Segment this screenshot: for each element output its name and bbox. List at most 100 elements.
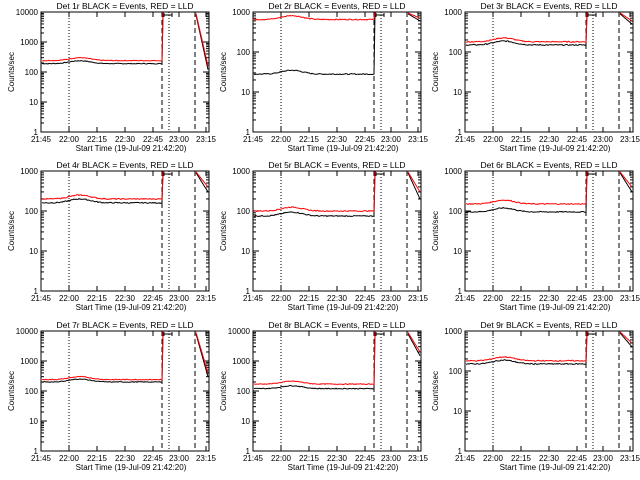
x-axis-label: Start Time (19-Jul-09 21:42:20) xyxy=(288,144,399,153)
lld-series-line xyxy=(253,171,377,213)
x-tick-label: 21:45 xyxy=(455,294,476,303)
y-tick-label: 1000 xyxy=(232,357,250,366)
plot-frame xyxy=(252,330,422,452)
y-tick-label: 1 xyxy=(34,128,39,137)
events-series-tail xyxy=(195,333,209,377)
y-tick-label: 1 xyxy=(246,447,251,456)
y-axis-label: Counts/sec xyxy=(7,52,16,92)
y-tick-label: 1000 xyxy=(232,167,250,176)
lld-series-line xyxy=(253,12,377,21)
y-tick-label: 10000 xyxy=(228,327,251,336)
x-tick-label: 22:30 xyxy=(327,454,348,463)
y-tick-label: 1000 xyxy=(444,167,462,176)
x-tick-label: 22:00 xyxy=(59,135,80,144)
x-tick-label: 21:45 xyxy=(31,294,52,303)
x-axis-label: Start Time (19-Jul-09 21:42:20) xyxy=(76,463,187,472)
x-tick-label: 21:45 xyxy=(243,454,264,463)
x-axis-label: Start Time (19-Jul-09 21:42:20) xyxy=(500,144,611,153)
panel-2: Det 2r BLACK = Events, RED = LLD 1 10 100 10… xyxy=(219,1,429,153)
panel-title: Det 8r BLACK = Events, RED = LLD xyxy=(268,320,405,330)
panel-title: Det 7r BLACK = Events, RED = LLD xyxy=(56,320,193,330)
events-series-line xyxy=(253,331,377,390)
x-tick-label: 23:15 xyxy=(620,135,640,144)
panel-title: Det 3r BLACK = Events, RED = LLD xyxy=(480,1,617,11)
lld-series-tail xyxy=(195,13,209,67)
x-tick-label: 21:45 xyxy=(455,454,476,463)
x-tick-label: 22:30 xyxy=(327,294,348,303)
panel-4: Det 4r BLACK = Events, RED = LLD 1 10 100 10… xyxy=(7,160,217,312)
interval-bracket xyxy=(587,13,597,17)
x-tick-label: 22:15 xyxy=(87,454,108,463)
x-tick-label: 21:45 xyxy=(31,135,52,144)
x-tick-label: 22:45 xyxy=(143,454,164,463)
x-tick-label: 22:00 xyxy=(59,294,80,303)
panel-title: Det 2r BLACK = Events, RED = LLD xyxy=(268,1,405,11)
x-tick-label: 21:45 xyxy=(243,294,264,303)
y-tick-label: 1 xyxy=(34,447,39,456)
lld-series-tail xyxy=(619,331,633,344)
y-tick-label: 100 xyxy=(237,387,251,396)
x-tick-label: 22:00 xyxy=(483,135,504,144)
x-axis-label: Start Time (19-Jul-09 21:42:20) xyxy=(76,303,187,312)
x-tick-label: 23:15 xyxy=(408,294,429,303)
y-axis-label: Counts/sec xyxy=(219,211,228,251)
x-axis-label: Start Time (19-Jul-09 21:42:20) xyxy=(288,463,399,472)
y-tick-label: 1 xyxy=(246,287,251,296)
lld-series-line xyxy=(253,331,377,386)
events-series-tail xyxy=(407,13,421,22)
x-tick-label: 22:00 xyxy=(271,135,292,144)
x-tick-label: 22:45 xyxy=(567,135,588,144)
x-tick-label: 23:00 xyxy=(169,454,190,463)
lld-series-line xyxy=(41,12,165,62)
x-tick-label: 23:15 xyxy=(408,135,429,144)
y-tick-label: 10 xyxy=(453,247,462,256)
panel-1: Det 1r BLACK = Events, RED = LLD 1 10 100 10… xyxy=(7,1,217,153)
plot-frame xyxy=(40,170,210,292)
y-tick-label: 1 xyxy=(34,287,39,296)
y-tick-label: 1 xyxy=(458,447,463,456)
x-tick-label: 22:00 xyxy=(483,454,504,463)
x-tick-label: 23:00 xyxy=(381,135,402,144)
x-tick-label: 21:45 xyxy=(31,454,52,463)
panel-8: Det 8r BLACK = Events, RED = LLD 1 10 100 10… xyxy=(219,320,429,472)
events-series-line xyxy=(253,171,377,218)
events-series-line xyxy=(41,331,165,384)
y-axis-label: Counts/sec xyxy=(431,371,440,411)
events-series-tail xyxy=(195,172,209,193)
interval-bracket xyxy=(587,172,597,176)
plot-frame xyxy=(252,11,422,133)
y-tick-label: 1000 xyxy=(232,8,250,17)
x-tick-label: 22:00 xyxy=(483,294,504,303)
x-axis-label: Start Time (19-Jul-09 21:42:20) xyxy=(76,144,187,153)
plot-frame xyxy=(40,11,210,133)
x-tick-label: 22:30 xyxy=(327,135,348,144)
y-tick-label: 1000 xyxy=(20,167,38,176)
plot-frame xyxy=(252,170,422,292)
x-tick-label: 22:15 xyxy=(87,135,108,144)
x-tick-label: 23:15 xyxy=(196,294,217,303)
y-tick-label: 1000 xyxy=(20,357,38,366)
y-tick-label: 100 xyxy=(25,68,39,77)
y-tick-label: 100 xyxy=(25,207,39,216)
x-tick-label: 23:00 xyxy=(593,135,614,144)
y-tick-label: 100 xyxy=(449,207,463,216)
lld-series-tail xyxy=(619,171,633,188)
lld-series-tail xyxy=(195,171,209,188)
events-series-line xyxy=(465,331,589,366)
lld-series-tail xyxy=(619,12,633,22)
y-tick-label: 1 xyxy=(458,287,463,296)
x-tick-label: 22:00 xyxy=(271,294,292,303)
y-axis-label: Counts/sec xyxy=(431,52,440,92)
x-axis-label: Start Time (19-Jul-09 21:42:20) xyxy=(500,463,611,472)
x-tick-label: 23:00 xyxy=(593,454,614,463)
plot-frame xyxy=(464,170,634,292)
x-tick-label: 22:30 xyxy=(115,135,136,144)
interval-bracket xyxy=(163,13,173,17)
x-tick-label: 22:30 xyxy=(539,454,560,463)
x-tick-label: 22:30 xyxy=(115,454,136,463)
lld-series-line xyxy=(465,331,589,362)
x-axis-label: Start Time (19-Jul-09 21:42:20) xyxy=(500,303,611,312)
panel-7: Det 7r BLACK = Events, RED = LLD 1 10 100 10… xyxy=(7,320,217,472)
events-series-tail xyxy=(407,172,421,200)
y-tick-label: 1 xyxy=(246,128,251,137)
